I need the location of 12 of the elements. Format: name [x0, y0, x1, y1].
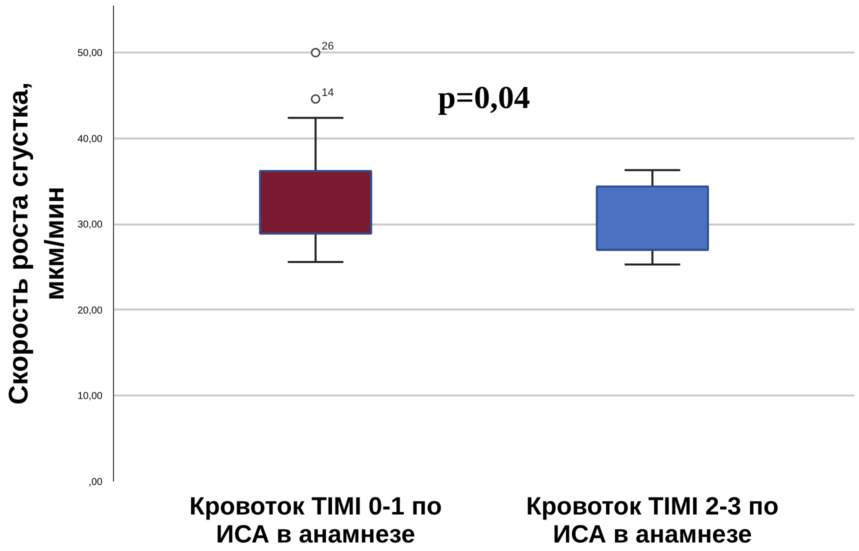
annotation: p=0,04	[438, 78, 530, 115]
y-tick-label: 40,00	[77, 134, 103, 145]
y-axis-title: Скорость роста сгустка, мкм/мин	[3, 82, 70, 405]
y-tick-label: ,00	[88, 477, 103, 488]
x-tick-label: Кровоток TIMI 2-3 по ИСА в анамнезе	[526, 492, 779, 548]
annotation: 26	[322, 40, 334, 53]
y-tick-label: 30,00	[77, 220, 103, 231]
y-tick-label: 50,00	[77, 48, 103, 60]
y-tick-label: 20,00	[77, 305, 103, 316]
y-tick-label: 10,00	[77, 391, 103, 402]
annotation: 14	[322, 86, 334, 99]
x-tick-label: Кровоток TIMI 0-1 по ИСА в анамнезе	[189, 492, 442, 548]
